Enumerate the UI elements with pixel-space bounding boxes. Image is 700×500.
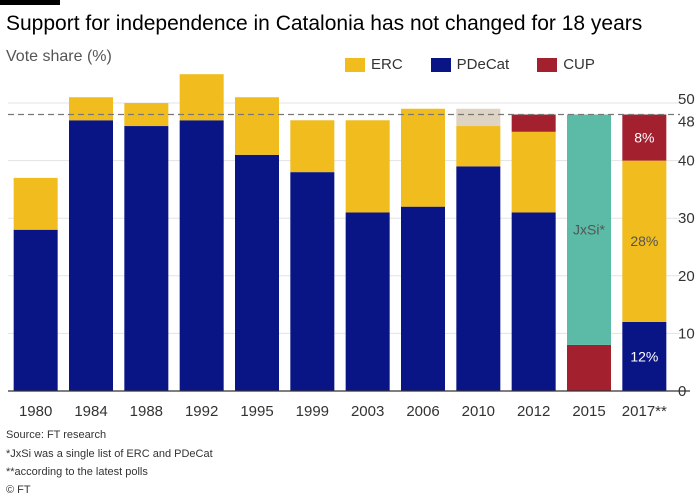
bar-cup-2012	[511, 114, 556, 132]
bar-erc-2010	[456, 126, 501, 167]
x-tick-label-1992: 1992	[185, 403, 218, 420]
y-tick-label-50: 50	[678, 91, 695, 108]
y-tick-label-10: 10	[678, 325, 695, 342]
legend-item-cup: CUP	[537, 56, 595, 73]
bar-erc-1995	[235, 97, 279, 155]
copyright: © FT	[6, 484, 31, 496]
bar-other-2010	[456, 108, 501, 127]
legend-swatch-erc	[345, 57, 365, 72]
bar-pdecat-1992	[179, 120, 224, 391]
bar-pdecat-1995	[235, 154, 279, 391]
x-tick-label-1984: 1984	[74, 403, 107, 420]
bar-erc-2006	[401, 108, 445, 207]
y-tick-label-0: 0	[678, 383, 686, 400]
chart-title: Support for independence in Catalonia ha…	[6, 12, 643, 35]
x-tick-label-1995: 1995	[240, 403, 273, 420]
y-axis-label: Vote share (%)	[6, 48, 112, 65]
y-tick-label-40: 40	[678, 153, 695, 170]
source-note: Source: FT research	[6, 429, 107, 441]
bar-erc-2017	[622, 160, 667, 322]
bar-erc-1988	[124, 103, 169, 127]
x-tick-label-2010: 2010	[462, 403, 495, 420]
bar-pdecat-2012	[511, 212, 556, 391]
bar-erc-1999	[290, 120, 335, 173]
bar-label-2015-jxsi: JxSi*	[573, 222, 605, 238]
bar-erc-1980	[13, 177, 58, 230]
x-tick-label-2006: 2006	[406, 403, 439, 420]
legend-swatch-pdecat	[430, 57, 451, 72]
legend: ERC PDeCat CUP	[345, 56, 595, 73]
x-tick-label-2017: 2017**	[622, 403, 667, 420]
x-tick-label-2003: 2003	[351, 403, 384, 420]
bar-pdecat-2003	[345, 212, 390, 391]
legend-item-erc: ERC	[345, 56, 403, 73]
bar-label-2017-erc: 28%	[630, 233, 658, 249]
bar-cup-2015	[567, 344, 611, 391]
x-tick-label-1988: 1988	[130, 403, 163, 420]
bar-erc-2012	[511, 131, 556, 213]
x-tick-label-2012: 2012	[517, 403, 550, 420]
y-tick-label-20: 20	[678, 268, 695, 285]
bar-cup-2017	[622, 114, 667, 161]
bar-label-2017-cup: 8%	[634, 130, 654, 146]
bar-pdecat-1988	[124, 126, 169, 391]
x-tick-label-1980: 1980	[19, 403, 52, 420]
bar-jxsi-2015	[567, 114, 611, 345]
y-tick-label-30: 30	[678, 210, 695, 227]
x-tick-label-2015: 2015	[572, 403, 605, 420]
legend-item-pdecat: PDeCat	[430, 56, 510, 73]
footnote-polls: **according to the latest polls	[6, 466, 148, 478]
bar-pdecat-2017	[622, 321, 667, 391]
bar-pdecat-1999	[290, 172, 335, 391]
legend-label-cup: CUP	[563, 56, 595, 73]
reference-line-label: 48	[678, 114, 695, 131]
bar-pdecat-2010	[456, 166, 501, 391]
bar-erc-1992	[179, 74, 224, 121]
top-accent-bar	[0, 0, 60, 5]
footnote-jxsi: *JxSi was a single list of ERC and PDeCa…	[6, 448, 213, 460]
bar-label-2017-pdecat: 12%	[630, 348, 658, 364]
bar-pdecat-1980	[13, 229, 58, 391]
bar-erc-2003	[345, 120, 390, 213]
bar-pdecat-1984	[69, 120, 113, 391]
bar-pdecat-2006	[401, 206, 445, 391]
legend-label-pdecat: PDeCat	[456, 56, 510, 73]
legend-swatch-cup	[537, 57, 558, 72]
bar-erc-1984	[69, 97, 113, 121]
legend-label-erc: ERC	[371, 56, 403, 73]
x-tick-label-1999: 1999	[296, 403, 329, 420]
